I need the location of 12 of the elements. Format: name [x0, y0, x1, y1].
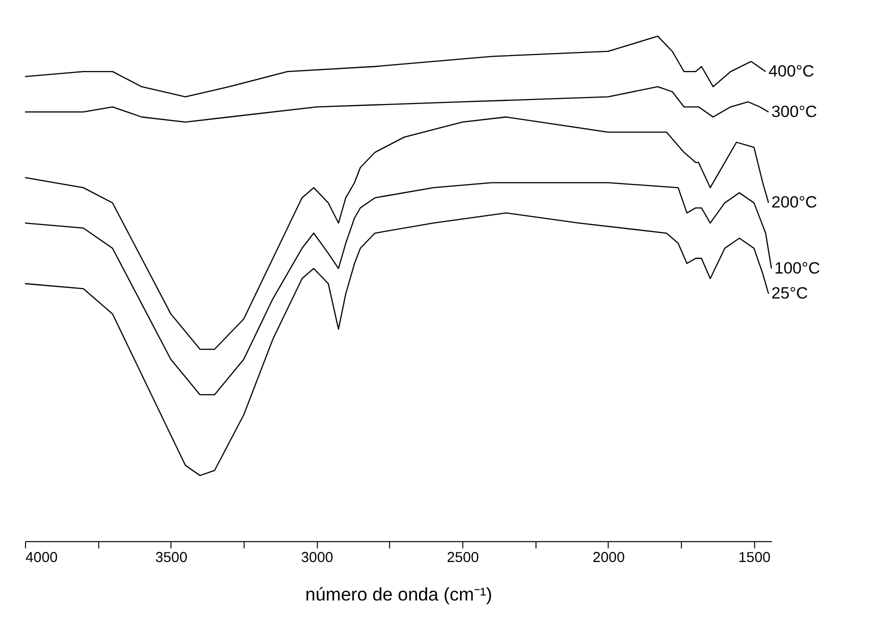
x-tick-label: 2500: [446, 550, 479, 566]
series-label: 400°C: [768, 62, 814, 80]
x-tick-label: 3500: [155, 550, 188, 566]
x-axis-title: número de onda (cm⁻¹): [305, 583, 492, 604]
x-tick-label: 2000: [592, 550, 625, 566]
x-tick-label: 1500: [738, 550, 771, 566]
series-label: 100°C: [774, 259, 820, 278]
series-label: 200°C: [771, 194, 818, 212]
x-tick-label: 4000: [26, 550, 58, 566]
series-label: 300°C: [771, 102, 818, 121]
x-tick-label: 3000: [301, 550, 334, 566]
series-label: 25°C: [771, 284, 808, 303]
